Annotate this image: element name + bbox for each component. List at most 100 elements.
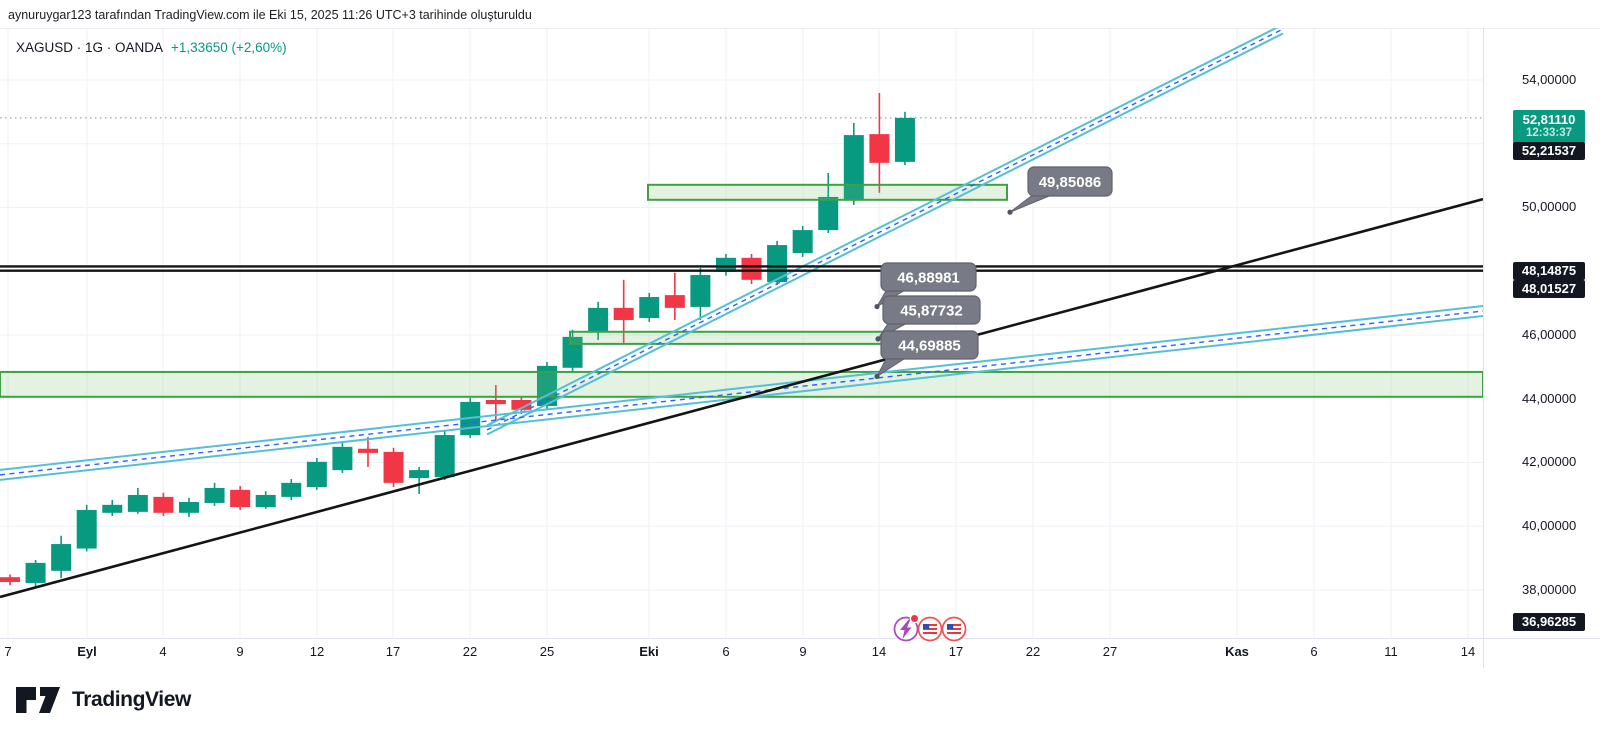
candle-body [102, 504, 123, 513]
zone-supply-zone-high[interactable] [647, 183, 1008, 201]
us-flag-stripe [947, 630, 961, 632]
price-label-tail [1009, 193, 1055, 213]
us-flag-stripe [923, 624, 937, 626]
time-axis[interactable]: 7 Eyl 4 9 12 17 22 25 Eki 6 9 14 17 22 27 Kas 6 11 14 [0, 638, 1600, 668]
time-axis-label: 14 [1460, 644, 1476, 659]
price-tick-label: 46,00000 [1522, 326, 1577, 342]
price-label-bubble[interactable] [880, 262, 977, 292]
candle-body [869, 134, 890, 163]
time-axis-label: 14 [871, 644, 887, 659]
candle-body [357, 448, 378, 453]
economic-events[interactable] [880, 606, 970, 652]
price-label-bubble[interactable] [1027, 166, 1113, 197]
candle-body [639, 297, 660, 319]
candle-body [230, 489, 251, 508]
time-axis-label: 27 [1102, 644, 1118, 659]
us-flag-stripe [923, 628, 937, 630]
price-chart-pane[interactable]: 49,85086 46,88981 45,87732 44,69885 [0, 28, 1483, 638]
us-flag-stripe [947, 626, 961, 628]
time-axis-label: 25 [539, 644, 555, 659]
time-axis-month-label: Eyl [77, 644, 97, 659]
price-tick-label: 38,00000 [1522, 581, 1577, 597]
price-chart-svg[interactable]: 49,85086 46,88981 45,87732 44,69885 [0, 28, 1483, 638]
candle-body [153, 496, 174, 513]
price-label-text: 45,87732 [900, 303, 963, 320]
candle-body [818, 196, 839, 231]
us-flag-stripe [923, 626, 937, 628]
us-flag-stripe [923, 632, 937, 634]
price-label-bubble[interactable] [882, 295, 981, 325]
time-axis-label: 22 [462, 644, 478, 659]
time-axis-label: 12 [309, 644, 325, 659]
price-tick-label: 50,00000 [1522, 199, 1577, 215]
candle-body [204, 487, 225, 503]
price-line-badge: 36,96285 [1513, 613, 1585, 631]
price-label-bubble[interactable] [880, 330, 979, 360]
time-axis-label: 11 [1384, 644, 1398, 659]
time-axis-label: 9 [236, 644, 244, 659]
candle-body [588, 307, 609, 333]
candle-body [715, 257, 736, 272]
candle-body [843, 135, 864, 200]
candle-body [25, 562, 46, 583]
price-line-badge: 48,14875 [1513, 262, 1585, 280]
candle-body [76, 509, 97, 549]
zone-support-zone-wide[interactable] [0, 370, 1483, 398]
price-tick-label: 40,00000 [1522, 518, 1577, 534]
ascending-trendline[interactable] [0, 197, 1483, 599]
candle-body [127, 494, 148, 512]
candle-body [613, 307, 634, 320]
time-axis-label: 6 [722, 644, 730, 659]
candle-body [409, 470, 430, 479]
attribution-text: aynuruygar123 tarafından TradingView.com… [8, 8, 532, 22]
candle-body [434, 435, 455, 478]
tradingview-logo: TradingView [16, 686, 191, 714]
channel-upper-line[interactable] [486, 28, 1283, 427]
price-label-text: 49,85086 [1039, 174, 1102, 191]
time-axis-label: 7 [4, 644, 12, 659]
price-line-badge: 52,21537 [1513, 142, 1585, 160]
candle-body [485, 399, 506, 405]
current-price-badge: 52,81110 12:33:37 [1513, 110, 1585, 143]
zone-zone-mid[interactable] [569, 330, 906, 345]
time-axis-month-label: Eki [639, 644, 659, 659]
price-line-badge: 48,01527 [1513, 280, 1585, 298]
time-axis-label: 9 [799, 644, 807, 659]
time-axis-border [0, 638, 1600, 639]
price-label-anchor-dot [874, 373, 880, 380]
candle-body [306, 461, 327, 487]
price-label-text: 44,69885 [898, 338, 961, 355]
channel-center-line[interactable] [0, 310, 1483, 476]
candle-body [178, 501, 199, 513]
channel-center-line[interactable] [486, 28, 1284, 431]
time-axis-label: 17 [385, 644, 401, 659]
lightning-bolt-icon [900, 619, 912, 639]
candle-body [383, 451, 404, 483]
us-flag-stripe [923, 630, 937, 632]
price-axis[interactable]: 54,00000 50,00000 46,00000 44,00000 42,00000… [1483, 28, 1600, 638]
price-tick-label: 42,00000 [1522, 454, 1577, 470]
price-label-anchor-dot [1007, 209, 1013, 215]
price-label-anchor-dot [874, 303, 880, 310]
candle-body [690, 275, 711, 307]
event-alert-dot [909, 613, 920, 624]
channel-lower-line[interactable] [486, 32, 1284, 436]
candle-body [51, 544, 72, 571]
price-label-anchor-dot [875, 336, 881, 342]
candle-body [255, 494, 276, 508]
channel-upper-line[interactable] [0, 305, 1483, 471]
symbol-title[interactable]: XAGUSD · 1G · OANDA [16, 40, 164, 55]
candle-body [894, 117, 915, 162]
symbol-legend: XAGUSD · 1G · OANDA +1,33650 (+2,60%) [16, 40, 287, 55]
candle-body [281, 482, 302, 497]
us-flag-canton [947, 624, 954, 629]
time-axis-label: 4 [159, 644, 167, 659]
pane-top-border [0, 28, 1600, 29]
bar-countdown: 12:33:37 [1525, 127, 1573, 139]
candle-body [332, 446, 353, 471]
price-axis-border [1483, 28, 1484, 668]
tradingview-logo-icon [16, 687, 60, 713]
candle-body [664, 295, 685, 308]
us-flag-canton [923, 624, 930, 629]
